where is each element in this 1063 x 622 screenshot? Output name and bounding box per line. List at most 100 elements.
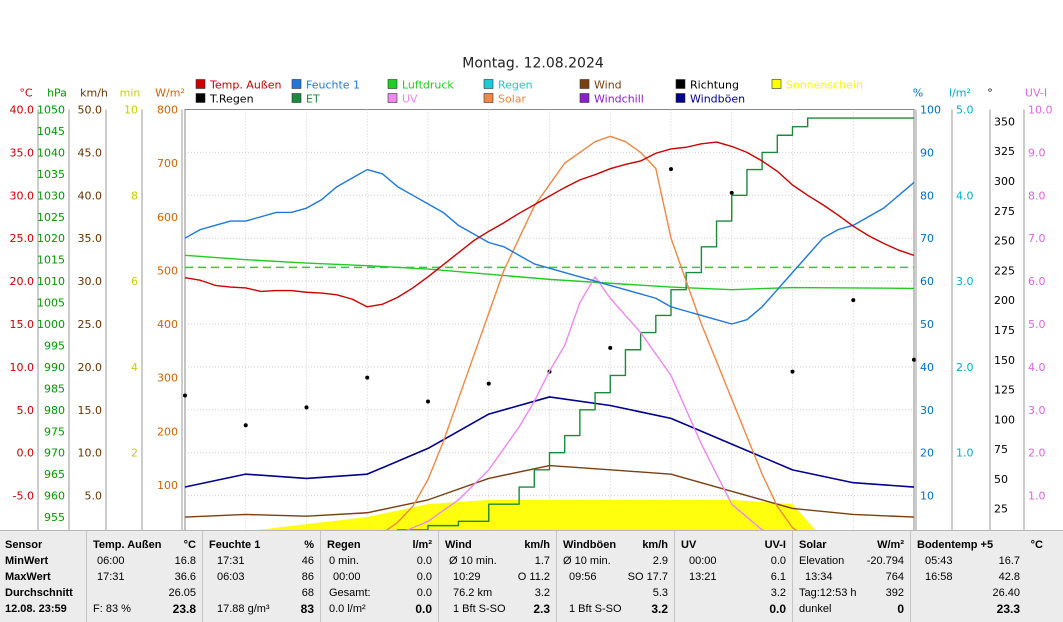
feuchte-max-value: 86 [301,571,314,583]
legend-swatch [387,79,398,89]
legend-label: Luftdruck [402,79,454,92]
temp-now-value: 23.8 [172,602,196,616]
series-sonnenschein [185,499,914,539]
right-axis-tick: 125 [994,384,1015,397]
feuchte-max-time: 06:03 [217,571,245,583]
wind-r1-label: Ø 10 min. [449,555,497,567]
uv-r3-value: 3.2 [770,587,786,599]
legend-label: Temp. Außen [209,79,282,92]
series-richtung-point [365,375,370,380]
left-axis-tick: 1005 [37,297,65,310]
right-axis-tick: 50 [920,318,934,331]
right-axis-unit: % [913,87,923,100]
left-axis-tick: 100 [157,479,178,492]
right-axis-tick: 3.0 [1028,404,1046,417]
legend-label: Wind [594,79,622,92]
left-axis-unit: W/m² [155,87,185,100]
series-richtung-point [426,399,430,404]
regen-now-label: 0.0 l/m² [329,603,366,615]
right-axis-tick: 10 [920,490,934,503]
stats-label-avg: Durchschnitt [5,587,73,599]
stats-label-max: MaxWert [5,571,51,583]
right-axis-tick: 7.0 [1028,232,1046,245]
right-axis-tick: 225 [994,264,1015,277]
legend-swatch [483,79,494,89]
boden-r1-time: 05:43 [925,555,953,567]
boeen-now-value: 3.2 [651,602,668,616]
legend-label: ET [306,93,320,106]
right-axis-tick: 200 [994,294,1015,307]
right-axis-unit: l/m² [949,87,971,100]
series-richtung-point [851,298,856,303]
series-temp-au-en [184,141,915,308]
stats-header-regen: Regen [327,539,361,551]
chart-title: Montag. 12.08.2024 [462,56,604,72]
boeen-r3-value: 5.3 [652,587,668,599]
temp-max-time: 17:31 [97,571,125,583]
stats-label-now: 12.08. 23:59 [5,603,67,615]
right-axis-tick: 40 [920,361,934,374]
left-axis-tick: 35.0 [10,146,35,159]
series-feuchte-1 [184,168,915,325]
left-axis-tick: 1040 [37,146,65,159]
right-axis-tick: 5.0 [956,104,974,117]
left-axis-tick: 300 [157,372,178,385]
stats-col-feuchte: Feuchte 1% 17:31 46 06:03 86 68 17.88 g/m³… [202,531,320,622]
left-axis-tick: 995 [44,339,65,352]
series-et [185,117,914,540]
right-axis-unit: ° [987,87,993,100]
temp-min-time: 06:00 [97,555,125,567]
left-axis-tick: 1050 [37,104,65,117]
boeen-r1-label: Ø 10 min. [563,555,611,567]
plot-frame [184,109,915,539]
left-axis-unit: min [120,87,141,100]
stats-unit-temp: °C [183,539,196,551]
left-axis-tick: 10.0 [10,361,35,374]
left-axis-tick: 20.0 [10,275,35,288]
temp-avg-value: 26.05 [168,587,196,599]
legend-label: Feuchte 1 [306,79,360,92]
stats-header-boeen: Windböen [563,539,617,551]
right-axis-tick: 30 [920,404,934,417]
left-axis-tick: 6 [131,275,138,288]
left-axis-tick: 600 [157,211,178,224]
series-luftdruck [184,254,915,291]
left-axis-tick: 35.0 [78,232,103,245]
left-axis-tick: -5.0 [13,490,34,503]
right-axis-tick: 2.0 [1028,447,1046,460]
right-axis-tick: 325 [994,145,1015,158]
legend-label: Windböen [690,93,745,106]
left-axis-tick: 50.0 [78,104,103,117]
stats-col-wind: Wind km/h Ø 10 min. 1.7 10:29 O 11.2 76.2 k… [438,531,556,622]
left-axis-tick: 1010 [37,275,65,288]
right-axis-tick: 6.0 [1028,275,1046,288]
left-axis-tick: 40.0 [10,104,35,117]
stats-col-sensor: Sensor MinWert MaxWert Durchschnitt 12.0… [0,531,86,622]
stats-unit-boden: °C [1030,539,1043,551]
right-axis-tick: 9.0 [1028,146,1046,159]
uv-r1-time: 00:00 [689,555,717,567]
wind-now-value: 2.3 [533,602,550,616]
legend-label: Regen [498,79,533,92]
left-axis-tick: 30.0 [10,189,35,202]
boeen-r2-time: 09:56 [569,571,597,583]
right-axis-tick: 5.0 [1028,318,1046,331]
boeen-r1-value: 2.9 [652,555,668,567]
left-axis-tick: 965 [44,468,65,481]
right-axis-tick: 350 [994,115,1015,128]
left-axis-tick: 200 [157,425,178,438]
boden-now-value: 23.3 [996,602,1020,616]
right-axis-tick: 25 [994,503,1008,516]
right-axis-tick: 75 [994,443,1008,456]
stats-header-boden: Bodentemp +5 [917,539,994,551]
right-axis-tick: 150 [994,354,1015,367]
left-axis-tick: 2 [131,447,138,460]
boden-r2-value: 42.8 [998,571,1020,583]
left-axis-unit: °C [19,87,33,100]
stats-unit-solar: W/m² [877,539,904,551]
stats-header-wind: Wind [445,539,472,551]
left-axis-tick: 20.0 [78,361,103,374]
legend-swatch [675,93,686,103]
legend-label: Richtung [690,79,739,92]
